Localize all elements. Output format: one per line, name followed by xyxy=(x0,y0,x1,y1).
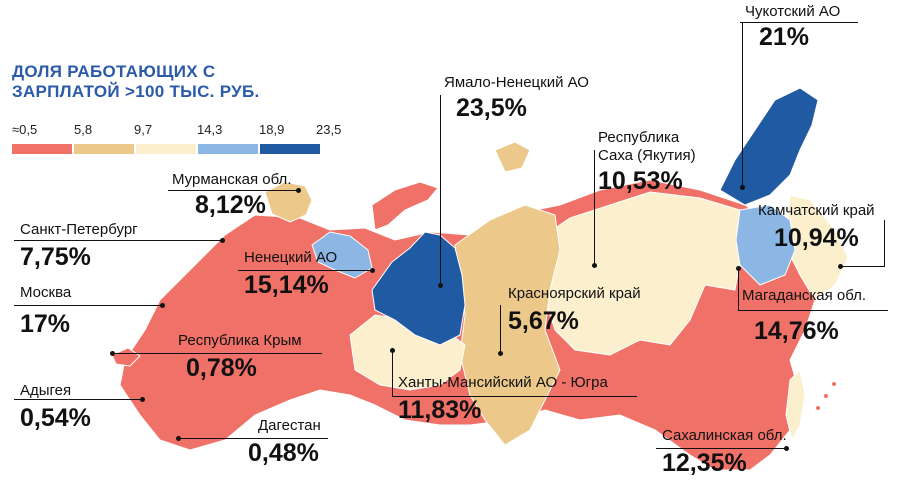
label-murmansk: Мурманская обл. 8,12% xyxy=(172,172,291,218)
color-legend: ≈0,5 5,8 9,7 14,3 18,9 23,5 xyxy=(12,122,341,162)
region-name: Мурманская обл. xyxy=(172,171,292,188)
region-value: 10,94% xyxy=(774,224,859,252)
region-value: 23,5% xyxy=(456,94,527,122)
region-name-line1: Республика xyxy=(598,129,680,146)
chart-title: ДОЛЯ РАБОТАЮЩИХ С ЗАРПЛАТОЙ >100 ТЫС. РУ… xyxy=(12,62,260,102)
region-magadan xyxy=(735,204,796,286)
label-yakutia: Республика Саха (Якутия) 10,53% xyxy=(598,130,696,194)
label-adygea: Адыгея 0,54% xyxy=(20,383,91,431)
legend-tick-5: 23,5 xyxy=(316,122,342,137)
region-name: Санкт-Петербург xyxy=(20,221,138,238)
region-crimea xyxy=(111,347,141,367)
region-value: 10,53% xyxy=(598,167,683,195)
region-value: 11,83% xyxy=(398,396,482,424)
chart-title-line1: ДОЛЯ РАБОТАЮЩИХ С xyxy=(12,62,216,81)
region-value: 0,78% xyxy=(186,354,257,382)
region-name: Ненецкий АО xyxy=(244,249,338,266)
legend-tick-3: 14,3 xyxy=(197,122,223,137)
region-value: 8,12% xyxy=(195,191,266,219)
region-name: Адыгея xyxy=(20,382,72,399)
legend-tick-2: 9,7 xyxy=(134,122,153,137)
region-value: 7,75% xyxy=(20,243,91,271)
region-name-line2: Саха (Якутия) xyxy=(598,147,696,164)
label-krasnoyarsk: Красноярский край 5,67% xyxy=(508,286,641,334)
region-value: 0,48% xyxy=(248,439,319,467)
label-kamchatka: Камчатский край 10,94% xyxy=(758,203,875,251)
region-yakutia xyxy=(544,191,746,356)
legend-swatch-0 xyxy=(12,144,72,154)
region-yamal xyxy=(371,231,466,346)
label-sakhalin: Сахалинская обл. 12,35% xyxy=(662,428,787,476)
island-severnaya-zemlya xyxy=(494,141,531,173)
region-name: Республика Крым xyxy=(178,332,302,349)
region-chukotka xyxy=(719,87,819,206)
region-name: Дагестан xyxy=(258,417,321,434)
legend-tick-4: 18,9 xyxy=(259,122,285,137)
region-value: 15,14% xyxy=(244,271,329,299)
legend-swatch-1 xyxy=(74,144,134,154)
region-krasnoyarsk xyxy=(454,204,561,446)
region-value: 21% xyxy=(759,23,810,51)
region-name: Сахалинская обл. xyxy=(662,427,787,444)
chart-title-line2: ЗАРПЛАТОЙ >100 ТЫС. РУБ. xyxy=(12,82,260,101)
region-value: 0,54% xyxy=(20,404,91,432)
region-value: 17% xyxy=(20,310,71,338)
region-name: Магаданская обл. xyxy=(742,287,867,304)
region-value: 12,35% xyxy=(662,449,747,477)
label-dagestan: Дагестан 0,48% xyxy=(248,417,321,466)
region-value: 14,76% xyxy=(754,317,839,345)
island-novaya-zemlya xyxy=(371,181,439,231)
legend-tick-1: 5,8 xyxy=(74,122,93,137)
legend-tick-0: ≈0,5 xyxy=(12,122,38,137)
label-crimea: Республика Крым 0,78% xyxy=(178,333,302,381)
region-name: Ханты-Мансийский АО - Югра xyxy=(398,374,608,391)
label-yamal: Ямало-Ненецкий АО 23,5% xyxy=(444,75,589,121)
region-name: Чукотский АО xyxy=(745,3,841,20)
legend-swatch-2 xyxy=(136,144,196,154)
region-name: Камчатский край xyxy=(758,202,875,219)
label-magadan: Магаданская обл. 14,76% xyxy=(742,288,866,344)
region-name: Красноярский край xyxy=(508,285,641,302)
label-spb: Санкт-Петербург 7,75% xyxy=(20,222,138,270)
label-moscow: Москва 17% xyxy=(20,285,71,337)
label-chukotka: Чукотский АО 21% xyxy=(745,4,840,50)
label-khmao: Ханты-Мансийский АО - Югра 11,83% xyxy=(398,375,608,423)
label-nenets: Ненецкий АО 15,14% xyxy=(244,250,337,298)
region-sakhalin xyxy=(785,368,806,442)
legend-swatch-4 xyxy=(260,144,320,154)
region-name: Москва xyxy=(20,284,72,301)
region-name: Ямало-Ненецкий АО xyxy=(444,74,589,91)
region-value: 5,67% xyxy=(508,307,579,335)
legend-swatch-3 xyxy=(198,144,258,154)
